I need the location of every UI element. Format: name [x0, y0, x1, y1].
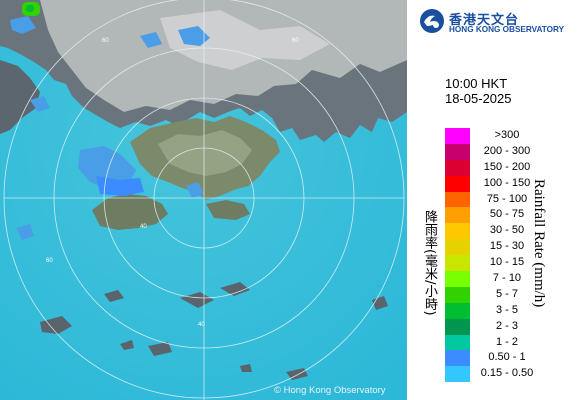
org-name-en: HONG KONG OBSERVATORY	[449, 25, 565, 34]
legend-swatch	[445, 191, 470, 208]
range-ring-label: 60	[102, 38, 109, 44]
legend-range-label: 2 - 3	[495, 319, 518, 332]
mainland-cloud-patch	[160, 10, 330, 70]
island	[104, 290, 124, 302]
legend-range-label: 100 - 150	[483, 176, 531, 189]
legend-swatch	[445, 271, 470, 287]
legend-range-label: 0.50 - 1	[488, 351, 526, 364]
island	[240, 364, 252, 372]
range-ring-label: 40	[198, 322, 205, 328]
legend-swatch	[445, 175, 470, 192]
legend-swatch	[445, 143, 470, 160]
observation-time: 10:00 HKT	[445, 76, 508, 91]
legend-swatch	[445, 350, 470, 367]
legend-range-label: 30 - 50	[489, 224, 525, 237]
rain-echo-core	[26, 5, 34, 12]
island	[120, 340, 134, 350]
legend-swatch	[445, 286, 470, 303]
rain-echo	[30, 96, 50, 112]
legend-range-label: 7 - 10	[492, 272, 522, 285]
org-name-cn: 香港天文台	[449, 13, 520, 28]
legend-swatch	[445, 255, 470, 272]
range-ring-label: 60	[46, 258, 53, 264]
lantau-island	[92, 194, 168, 230]
hong-kong-highlands	[158, 130, 252, 176]
rain-echo	[178, 26, 210, 46]
legend-swatch	[445, 334, 470, 351]
legend-swatch	[445, 159, 470, 176]
hko-logo-icon	[420, 9, 444, 33]
legend-range-label: 200 - 300	[483, 144, 531, 157]
legend-panel: 香港天文台 HONG KONG OBSERVATORY 10:00 HKT 18…	[407, 0, 577, 400]
island	[220, 282, 250, 296]
hko-logo: 香港天文台 HONG KONG OBSERVATORY	[414, 6, 577, 38]
range-rings	[3, 0, 405, 400]
legend-swatch	[445, 302, 470, 319]
copyright-notice: © Hong Kong Observatory	[274, 385, 386, 396]
island	[40, 316, 72, 334]
legend-range-label: 5 - 7	[495, 287, 518, 300]
legend-swatch	[445, 128, 470, 144]
legend-swatch	[445, 239, 470, 256]
legend-range-label: 150 - 200	[483, 160, 531, 173]
rain-echo	[186, 182, 204, 198]
rain-echo	[78, 146, 136, 190]
western-coast	[0, 60, 40, 134]
island	[180, 292, 214, 308]
legend-title-cn: 降雨率(毫米/小時)	[422, 210, 437, 316]
legend-range-label: 3 - 5	[495, 303, 518, 316]
range-ring-label: 40	[140, 224, 147, 230]
rain-echo	[140, 32, 162, 48]
legend-range-label: 75 - 100	[486, 192, 528, 205]
legend-range-label: 50 - 75	[489, 208, 525, 221]
hk-island	[206, 200, 250, 220]
rain-echo	[10, 16, 36, 34]
island	[148, 342, 172, 356]
legend-swatch	[445, 366, 470, 383]
legend-title-en: Rainfall Rate (mm/h)	[531, 179, 547, 308]
legend-swatch	[445, 318, 470, 335]
rain-echoes	[10, 16, 210, 240]
legend-swatch	[445, 223, 470, 240]
outlying-islands	[40, 282, 388, 380]
range-ring-label: 60	[292, 38, 299, 44]
legend-swatch	[445, 207, 470, 224]
legend-range-label: >300	[494, 129, 520, 141]
legend-range-label: 10 - 15	[489, 256, 525, 269]
radar-map: 60 60 40 40 60 © Hong Kong Observatory	[0, 0, 407, 400]
rain-echo	[16, 224, 34, 240]
island	[286, 368, 308, 380]
legend-range-label: 1 - 2	[495, 335, 518, 348]
observation-date: 18-05-2025	[445, 91, 512, 106]
legend-range-label: 0.15 - 0.50	[480, 367, 534, 380]
radar-map-svg: 60 60 40 40 60	[0, 0, 407, 400]
legend-range-label: 15 - 30	[489, 240, 525, 253]
rain-echo	[96, 176, 144, 196]
